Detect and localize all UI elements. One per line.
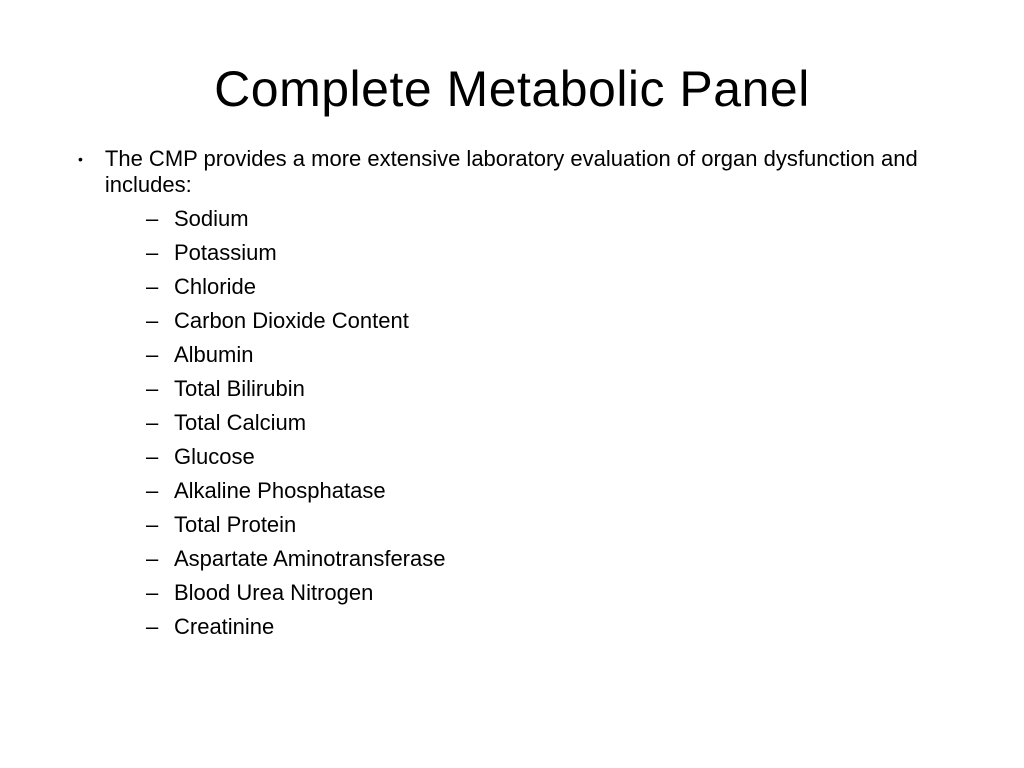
list-item: – Total Calcium	[146, 408, 964, 437]
list-item-text: Total Bilirubin	[174, 374, 305, 403]
list-item: – Total Bilirubin	[146, 374, 964, 403]
list-item: – Potassium	[146, 238, 964, 267]
list-item-text: Aspartate Aminotransferase	[174, 544, 445, 573]
list-item-text: Blood Urea Nitrogen	[174, 578, 373, 607]
dash-marker: –	[146, 408, 160, 437]
dash-marker: –	[146, 204, 160, 233]
list-item-text: Creatinine	[174, 612, 274, 641]
list-item-text: Potassium	[174, 238, 277, 267]
dash-marker: –	[146, 340, 160, 369]
list-item: – Sodium	[146, 204, 964, 233]
list-item: – Glucose	[146, 442, 964, 471]
list-item: – Blood Urea Nitrogen	[146, 578, 964, 607]
list-item-text: Carbon Dioxide Content	[174, 306, 409, 335]
slide: Complete Metabolic Panel • The CMP provi…	[0, 0, 1024, 768]
dash-marker: –	[146, 442, 160, 471]
dash-marker: –	[146, 544, 160, 573]
slide-title: Complete Metabolic Panel	[60, 60, 964, 118]
list-item: – Alkaline Phosphatase	[146, 476, 964, 505]
list-item-text: Albumin	[174, 340, 253, 369]
list-item: – Chloride	[146, 272, 964, 301]
list-item-text: Sodium	[174, 204, 249, 233]
sublist: – Sodium – Potassium – Chloride – Carbon…	[78, 204, 964, 641]
dash-marker: –	[146, 374, 160, 403]
list-item-text: Chloride	[174, 272, 256, 301]
slide-content: • The CMP provides a more extensive labo…	[60, 146, 964, 641]
list-item: – Total Protein	[146, 510, 964, 539]
list-item-text: Glucose	[174, 442, 255, 471]
dash-marker: –	[146, 272, 160, 301]
bullet-text: The CMP provides a more extensive labora…	[105, 146, 964, 198]
dash-marker: –	[146, 476, 160, 505]
list-item: – Creatinine	[146, 612, 964, 641]
bullet-marker: •	[78, 146, 83, 172]
dash-marker: –	[146, 306, 160, 335]
dash-marker: –	[146, 612, 160, 641]
list-item: – Aspartate Aminotransferase	[146, 544, 964, 573]
dash-marker: –	[146, 510, 160, 539]
list-item-text: Total Protein	[174, 510, 296, 539]
dash-marker: –	[146, 578, 160, 607]
list-item-text: Alkaline Phosphatase	[174, 476, 386, 505]
list-item: – Albumin	[146, 340, 964, 369]
bullet-item: • The CMP provides a more extensive labo…	[78, 146, 964, 198]
dash-marker: –	[146, 238, 160, 267]
list-item-text: Total Calcium	[174, 408, 306, 437]
list-item: – Carbon Dioxide Content	[146, 306, 964, 335]
